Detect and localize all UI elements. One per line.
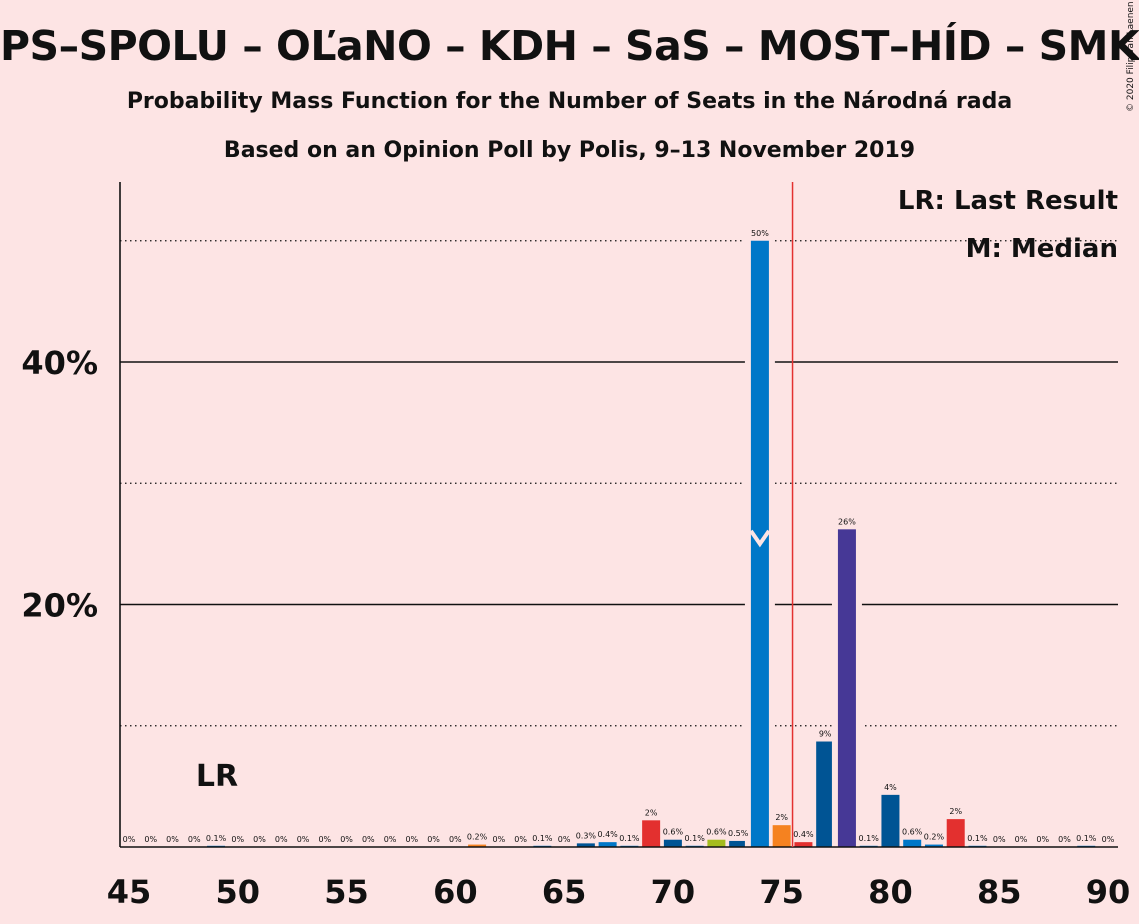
bar-value-label: 0% <box>492 835 505 844</box>
median-marker <box>749 529 771 548</box>
bar-value-label: 0.4% <box>793 830 814 839</box>
bar-value-label: 0.1% <box>859 834 880 843</box>
bar-value-label: 4% <box>884 783 897 792</box>
bar-value-label: 0% <box>231 835 244 844</box>
bar-value-label: 0% <box>144 835 157 844</box>
bar-value-label: 0.1% <box>1076 834 1097 843</box>
bar-value-label: 0% <box>340 835 353 844</box>
bar-value-label: 0% <box>188 835 201 844</box>
x-tick-label: 50 <box>216 873 261 911</box>
bar-value-label: 0% <box>123 835 136 844</box>
bar-value-label: 0% <box>1015 835 1028 844</box>
bar-value-label: 0% <box>253 835 266 844</box>
bar-value-label: 0% <box>1058 835 1071 844</box>
chart-subtitle: Probability Mass Function for the Number… <box>126 89 1013 114</box>
chart-source: Based on an Opinion Poll by Polis, 9–13 … <box>223 138 916 163</box>
bar-value-label: 0.5% <box>728 829 749 838</box>
bar-value-label: 0% <box>297 835 310 844</box>
x-tick-label: 65 <box>542 873 587 911</box>
bars <box>207 239 1096 847</box>
bar <box>772 825 791 847</box>
bar-value-label: 2% <box>645 808 658 817</box>
bar <box>642 820 661 847</box>
bar-value-label: 0% <box>558 835 571 844</box>
bar <box>576 843 595 847</box>
x-tick-label: 85 <box>977 873 1022 911</box>
bar-value-label: 0.2% <box>467 833 488 842</box>
x-tick-label: 90 <box>1086 873 1131 911</box>
x-tick-label: 45 <box>107 873 152 911</box>
bar-value-label: 0.1% <box>206 834 227 843</box>
bar <box>707 839 726 847</box>
bar-value-label: 50% <box>751 229 769 238</box>
bar <box>598 842 617 847</box>
bar <box>837 529 856 847</box>
bar-value-label: 26% <box>838 517 856 526</box>
chart-title: PS–SPOLU – OĽaNO – KDH – SaS – MOST–HÍD … <box>0 22 1139 70</box>
bar-value-label: 0.2% <box>924 833 945 842</box>
bar-value-label: 0.1% <box>532 834 553 843</box>
bar <box>924 844 943 847</box>
bar <box>794 842 813 847</box>
bar-value-label: 2% <box>775 813 788 822</box>
bar-value-label: 0.3% <box>576 831 597 840</box>
bar <box>729 840 748 847</box>
axes: 20% 40% 45 50 55 60 65 70 75 80 85 90 <box>21 182 1130 911</box>
bar-value-label: 0.6% <box>663 828 684 837</box>
bar-value-label: 0% <box>384 835 397 844</box>
bar-value-label: 0% <box>166 835 179 844</box>
bar <box>946 819 965 847</box>
bar-value-label: 0% <box>993 835 1006 844</box>
legend-last-result: LR: Last Result <box>898 186 1118 216</box>
legend-median: M: Median <box>966 234 1118 264</box>
bar-value-label: 0% <box>449 835 462 844</box>
bar-value-label: 0% <box>514 835 527 844</box>
bar-value-label: 0.6% <box>706 828 727 837</box>
x-tick-label: 75 <box>759 873 804 911</box>
markers <box>749 182 794 847</box>
bar <box>816 741 835 847</box>
bar-value-label: 0.1% <box>684 834 705 843</box>
x-tick-label: 80 <box>868 873 913 911</box>
last-result-marker: LR <box>196 759 238 794</box>
y-tick-label: 40% <box>21 344 98 382</box>
bar <box>663 839 682 847</box>
bar <box>468 844 487 847</box>
bar-value-label: 9% <box>819 730 832 739</box>
bar <box>881 794 900 847</box>
bar-value-label: 0% <box>362 835 375 844</box>
x-tick-label: 70 <box>651 873 696 911</box>
bar-value-label: 0.6% <box>902 828 923 837</box>
bar-value-label: 0.4% <box>597 830 618 839</box>
x-tick-label: 60 <box>433 873 478 911</box>
bar-value-label: 0% <box>1036 835 1049 844</box>
bar-value-label: 2% <box>949 807 962 816</box>
bar <box>903 839 922 847</box>
bar-value-label: 0% <box>427 835 440 844</box>
bar-value-label: 0.1% <box>967 834 988 843</box>
bar-labels: 0% 0% 0% 0% 0.1% 0% 0% 0% 0% 0% 0% 0% 0% 0% 0% 0% 0.2% 0%… <box>123 229 1115 844</box>
bar-value-label: 0% <box>1102 835 1115 844</box>
bar-value-label: 0.1% <box>619 834 640 843</box>
bar-value-label: 0% <box>318 835 331 844</box>
x-tick-label: 55 <box>324 873 369 911</box>
gridlines <box>120 240 1118 727</box>
bar-value-label: 0% <box>405 835 418 844</box>
bar-value-label: 0% <box>275 835 288 844</box>
y-tick-label: 20% <box>21 587 98 625</box>
